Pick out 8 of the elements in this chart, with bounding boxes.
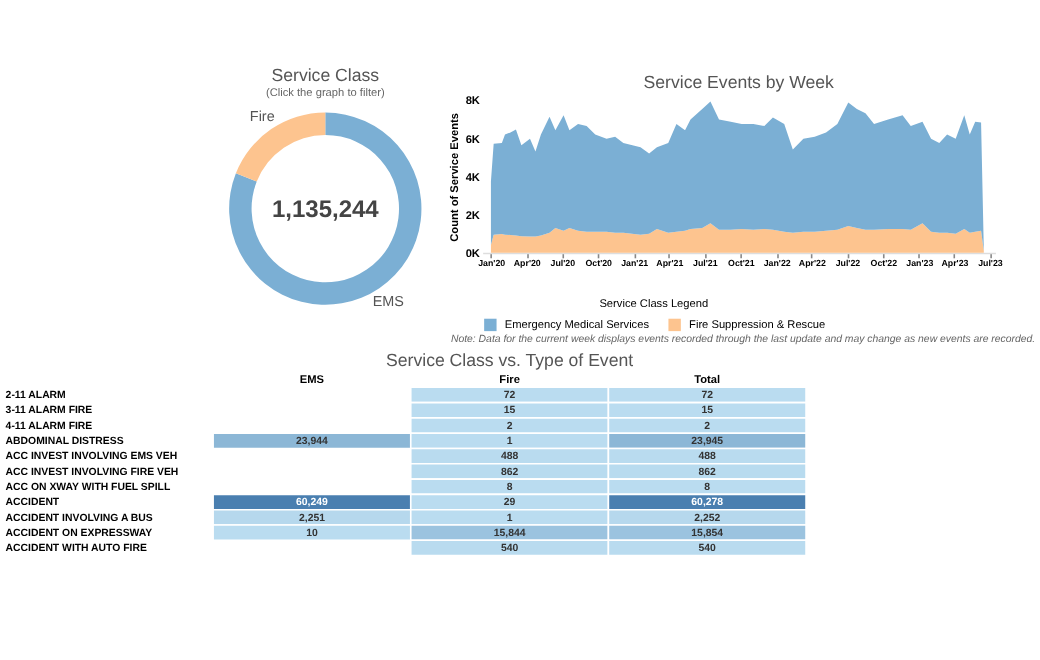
- slice-label: EMS: [372, 292, 405, 311]
- chart-title: Service Events by Week: [643, 71, 836, 92]
- chart-title: Service Class vs. Type of Event: [386, 350, 635, 371]
- slice-label: Fire: [249, 106, 275, 125]
- donut-slice: [229, 112, 422, 305]
- text: 1,135,244: [271, 195, 380, 224]
- donut-slice: [235, 112, 326, 182]
- chart-title: Service Class: [271, 65, 381, 86]
